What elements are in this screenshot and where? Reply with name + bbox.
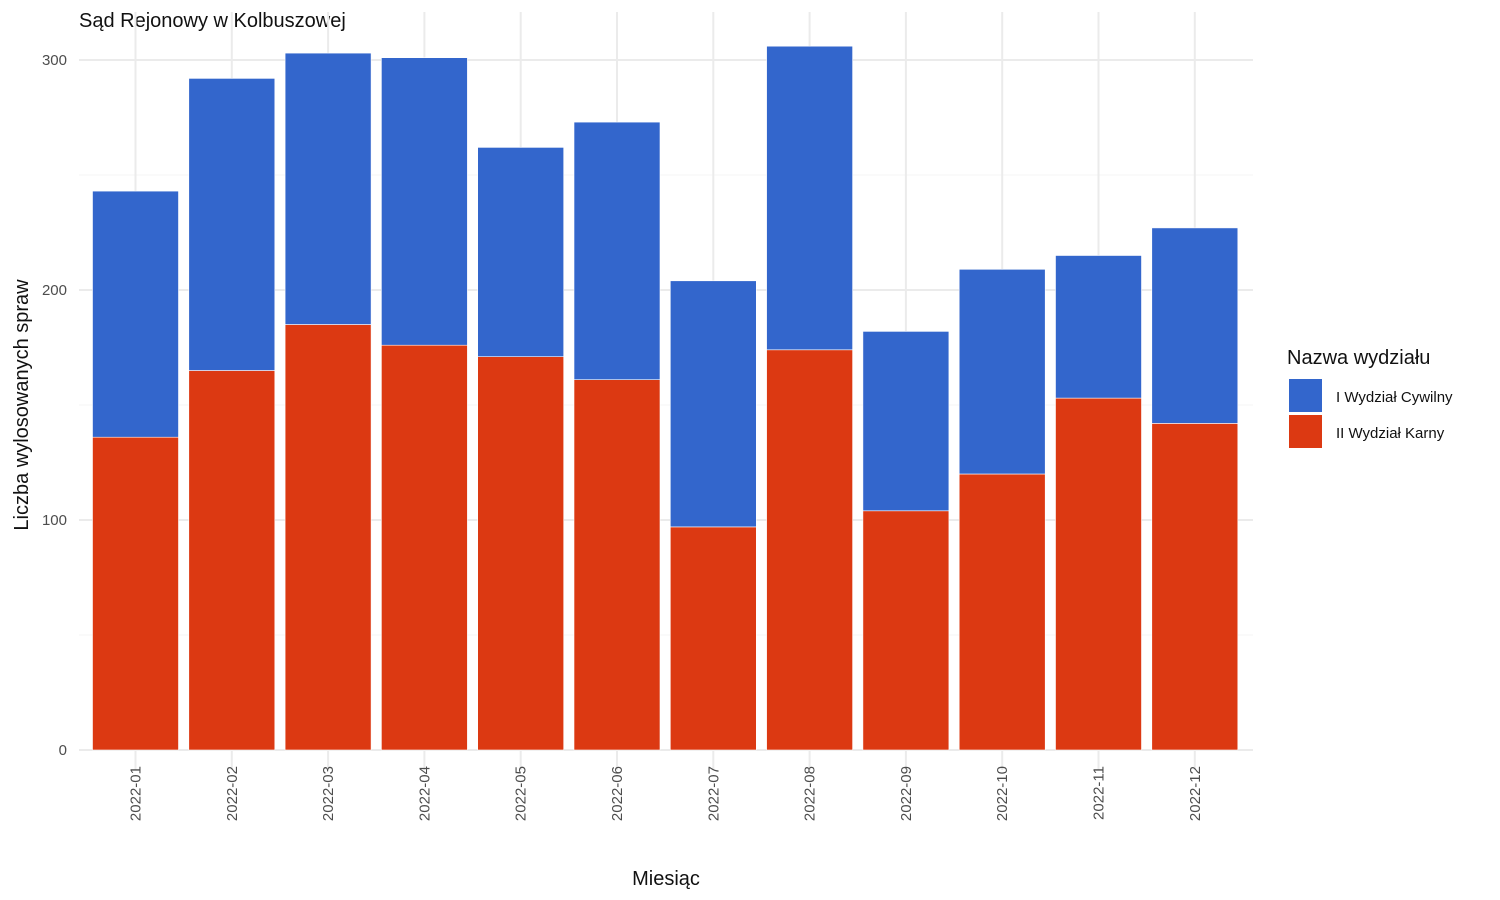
bar-segment: I Wydział Cywilny 2022-06: 112 bbox=[573, 121, 661, 381]
x-tick-label: 2022-06 bbox=[609, 766, 626, 821]
x-tick-label: 2022-09 bbox=[898, 766, 915, 821]
bar-segment: II Wydział Karny 2022-01: 136 bbox=[92, 436, 179, 751]
legend-swatch bbox=[1289, 415, 1322, 448]
x-tick-label: 2022-07 bbox=[705, 766, 722, 821]
x-tick-label: 2022-10 bbox=[994, 766, 1011, 821]
bar-segment: II Wydział Karny 2022-08: 174 bbox=[766, 349, 853, 751]
bar-segment: II Wydział Karny 2022-12: 142 bbox=[1151, 423, 1239, 751]
legend-label: II Wydział Karny bbox=[1336, 425, 1445, 442]
bar-segment: I Wydział Cywilny 2022-09: 78 bbox=[862, 331, 950, 512]
bar-segment: II Wydział Karny 2022-04: 176 bbox=[381, 344, 468, 751]
x-tick-label: 2022-02 bbox=[224, 766, 241, 821]
bar-segment: II Wydział Karny 2022-06: 161 bbox=[573, 379, 661, 751]
bar-segment: II Wydział Karny 2022-03: 185 bbox=[284, 324, 372, 751]
bar-segment: I Wydział Cywilny 2022-01: 107 bbox=[92, 190, 179, 438]
bar-segment: II Wydział Karny 2022-10: 120 bbox=[958, 473, 1046, 751]
x-tick-label: 2022-11 bbox=[1091, 766, 1108, 820]
bars: II Wydział Karny 2022-01: 136I Wydział C… bbox=[92, 45, 1239, 751]
chart-title: Sąd Rejonowy w Kolbuszowej bbox=[79, 10, 346, 32]
legend-label: I Wydział Cywilny bbox=[1336, 389, 1453, 406]
bar-segment: II Wydział Karny 2022-02: 165 bbox=[188, 370, 276, 751]
bar-segment: I Wydział Cywilny 2022-08: 132 bbox=[766, 45, 853, 351]
bar-segment: I Wydział Cywilny 2022-07: 107 bbox=[669, 280, 757, 528]
y-tick-label: 300 bbox=[42, 52, 67, 69]
bar-segment: II Wydział Karny 2022-07: 97 bbox=[669, 526, 757, 751]
bar-segment: II Wydział Karny 2022-05: 171 bbox=[477, 356, 565, 751]
bar-segment: I Wydział Cywilny 2022-11: 62 bbox=[1055, 255, 1142, 399]
x-axis-ticks: 2022-01 2022-02 2022-03 2022-04 2022-05 2022-… bbox=[128, 766, 1204, 821]
x-axis-title: Miesiąc bbox=[632, 868, 700, 890]
bar-segment: I Wydział Cywilny 2022-10: 89 bbox=[958, 268, 1046, 475]
x-tick-label: 2022-08 bbox=[802, 766, 819, 821]
x-tick-label: 2022-04 bbox=[416, 766, 433, 821]
y-axis-title: Liczba wylosowanych spraw bbox=[11, 279, 33, 531]
x-tick-label: 2022-03 bbox=[320, 766, 337, 821]
bar-segment: I Wydział Cywilny 2022-12: 85 bbox=[1151, 227, 1239, 424]
bar-segment: I Wydział Cywilny 2022-04: 125 bbox=[381, 57, 468, 346]
y-tick-label: 100 bbox=[42, 512, 67, 529]
x-tick-label: 2022-01 bbox=[128, 766, 145, 821]
y-tick-label: 0 bbox=[59, 742, 67, 759]
bar-segment: I Wydział Cywilny 2022-03: 118 bbox=[284, 52, 372, 325]
bar-segment: I Wydział Cywilny 2022-05: 91 bbox=[477, 147, 565, 357]
x-tick-label: 2022-12 bbox=[1187, 766, 1204, 821]
y-tick-label: 200 bbox=[42, 282, 67, 299]
legend-title: Nazwa wydziału bbox=[1287, 347, 1430, 369]
legend: Nazwa wydziału I Wydział Cywilny II Wydzi… bbox=[1287, 347, 1453, 448]
legend-swatch bbox=[1289, 379, 1322, 412]
bar-segment: II Wydział Karny 2022-11: 153 bbox=[1055, 397, 1142, 751]
y-axis-ticks: 0 100 200 300 bbox=[42, 52, 67, 759]
x-tick-label: 2022-05 bbox=[513, 766, 530, 821]
bar-segment: II Wydział Karny 2022-09: 104 bbox=[862, 510, 950, 751]
bar-segment: I Wydział Cywilny 2022-02: 127 bbox=[188, 78, 276, 371]
